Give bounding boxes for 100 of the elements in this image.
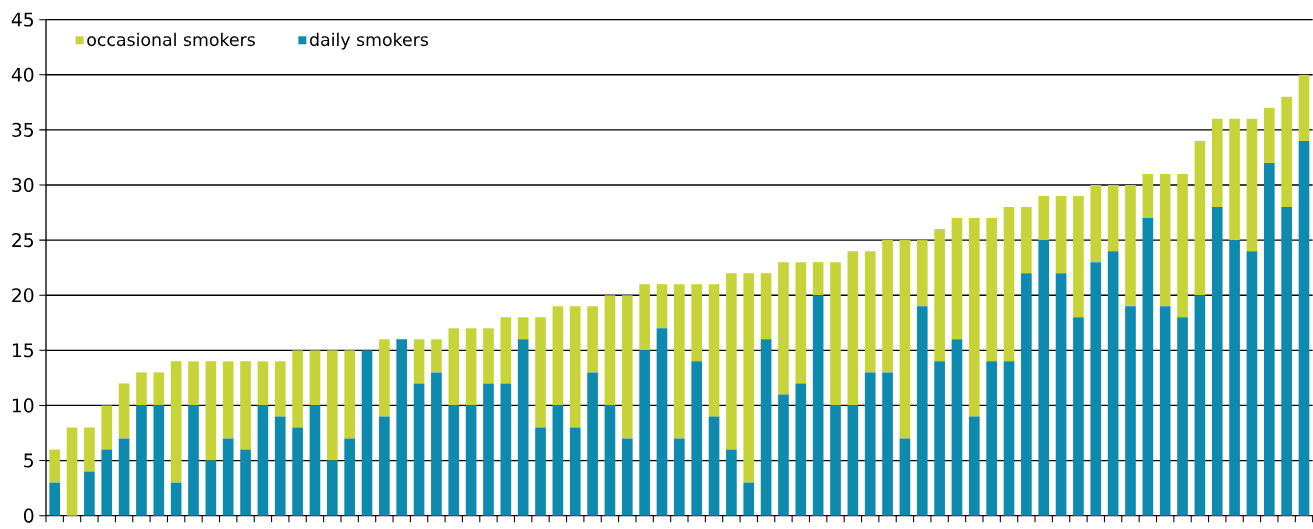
bar [795,262,807,384]
bar [1142,218,1154,516]
bar [500,383,512,516]
bar [379,416,390,516]
y-tick-label: 5 [24,453,33,468]
bar [84,471,95,516]
bar [1159,306,1171,516]
bar [743,273,755,483]
bar [1055,273,1067,516]
bar [569,427,581,516]
bar [1177,317,1188,516]
bar [1263,162,1275,516]
bar [257,361,269,406]
bar [864,251,876,373]
bar [101,405,113,450]
bar [916,240,928,307]
bar [84,427,95,472]
bar [830,405,841,516]
bar [326,350,338,461]
bar [639,284,650,351]
bar [621,295,633,439]
bar [847,405,859,516]
bar [396,339,408,516]
bar [951,339,963,516]
bar [483,328,494,384]
bar [153,372,165,406]
bar [500,317,512,384]
bar [986,218,997,362]
bar [1021,207,1032,274]
bar [1090,262,1102,516]
bar [448,328,460,406]
bar [743,482,755,516]
bar [1107,185,1119,252]
bar [1073,317,1084,516]
bar [118,383,130,439]
bar [847,251,859,406]
legend-label: daily smokers [310,32,428,50]
y-tick-label: 20 [12,288,34,303]
bar [222,438,234,516]
bar [413,383,425,516]
bar [483,383,494,516]
y-tick-label: 15 [12,343,33,358]
bar [708,284,720,417]
bar [118,438,130,516]
bar [864,372,876,516]
bar [604,295,616,406]
bar [639,350,650,516]
bar [136,405,147,516]
bar [1177,173,1188,318]
bar [274,416,286,516]
bar [968,218,980,417]
bar [1142,173,1154,219]
bar [431,372,442,516]
bar [691,284,703,362]
bar [240,449,251,516]
bar [465,328,477,406]
bar [535,427,546,516]
bar [1281,96,1292,208]
bar [587,372,598,516]
bar [170,361,182,483]
bar [812,295,824,516]
bar [1159,173,1171,307]
bar [1229,118,1240,241]
bar [1281,207,1292,516]
bar [1125,185,1136,307]
bar [431,339,442,373]
bar [1003,361,1015,516]
bar [934,361,945,516]
bar [812,262,824,296]
bar [49,482,61,516]
bar [205,361,217,461]
bar [49,449,61,483]
bar [1246,118,1258,252]
bar [465,405,477,516]
bar [621,438,633,516]
bar [778,262,789,395]
bar [101,449,113,516]
bar [968,416,980,516]
bar [1211,118,1223,208]
y-tick-label: 25 [12,233,33,248]
bar [830,262,841,406]
bar [292,350,303,428]
bar [448,405,460,516]
bar [1021,273,1032,516]
bar [899,240,911,439]
bar [361,350,373,516]
bar [1107,251,1119,516]
bar [1298,74,1310,141]
bar [916,306,928,516]
bar [1125,306,1136,516]
bar [656,284,668,329]
bar [708,416,720,516]
y-tick-label: 30 [12,177,34,193]
bar [1090,185,1102,263]
y-tick-label: 35 [12,122,33,137]
y-tick-label: 45 [11,12,33,27]
bar [604,405,616,516]
bar [309,350,321,406]
bar [986,361,997,516]
bar [517,317,529,340]
